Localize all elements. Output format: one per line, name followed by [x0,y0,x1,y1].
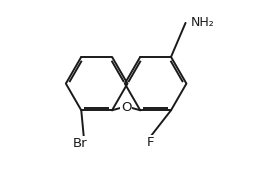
Text: Br: Br [72,137,87,150]
Text: NH₂: NH₂ [191,16,215,29]
Text: F: F [147,136,154,149]
Text: O: O [121,101,131,114]
